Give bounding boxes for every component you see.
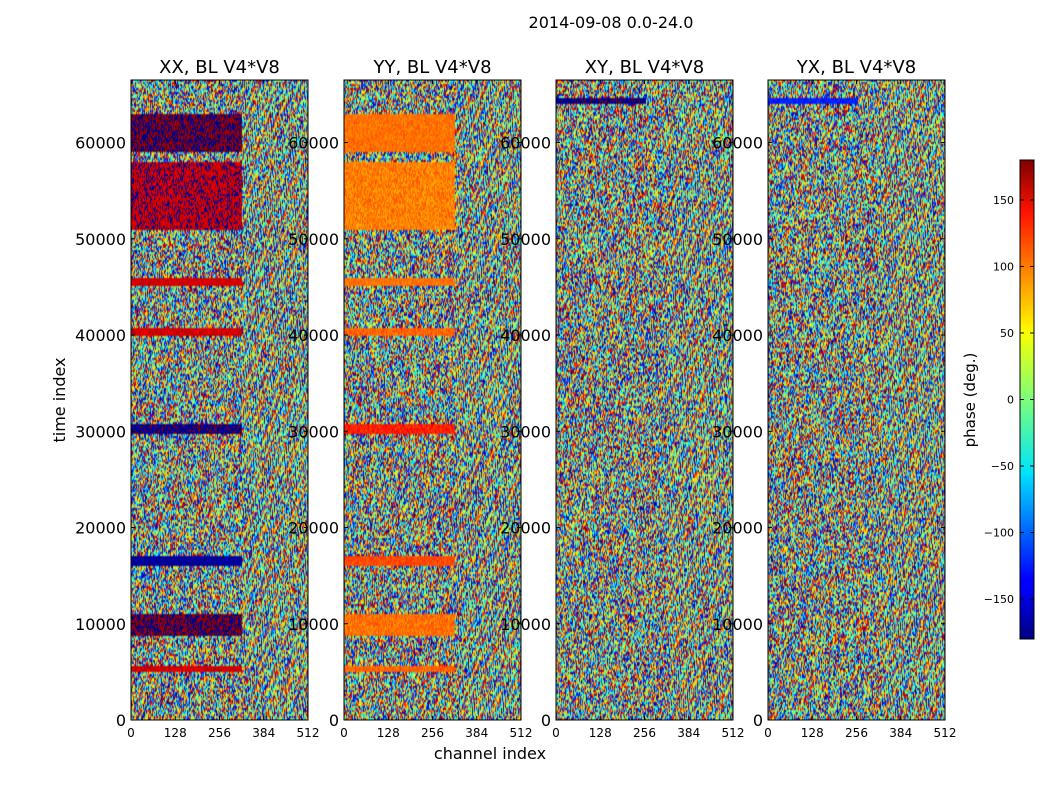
x-tick-label: 128 [589,726,612,740]
x-tick-label: 256 [208,726,231,740]
x-tick-label: 128 [801,726,824,740]
x-tick-label: 512 [510,726,533,740]
panel-2: YY, BL V4*V8 0 128 256 384 512 0 10000 20000 3000… [288,57,532,740]
x-tick-label: 384 [252,726,275,740]
panel-heatmap [344,80,521,720]
y-tick-label: 60000 [500,134,551,153]
colorbar-tick-label: 150 [993,194,1014,207]
colorbar-tick-label: 100 [993,260,1014,273]
y-tick-label: 20000 [500,519,551,538]
panel-heatmap [556,80,733,720]
colorbar: −150 −100 −50 0 50 100 150 phase (deg.) [961,159,1035,640]
y-tick-label: 30000 [288,422,339,441]
x-tick-label: 0 [764,726,772,740]
colorbar-tick-label: −50 [991,460,1014,473]
y-tick-label: 30000 [712,422,763,441]
y-tick-label: 60000 [75,134,126,153]
y-tick-label: 10000 [75,615,126,634]
y-tick-label: 10000 [500,615,551,634]
y-tick-label: 40000 [500,326,551,345]
y-tick-label: 50000 [712,230,763,249]
y-tick-label: 0 [541,711,551,730]
y-tick-label: 40000 [712,326,763,345]
y-tick-label: 50000 [500,230,551,249]
colorbar-tick-label: 0 [1007,394,1014,407]
x-axis-label: channel index [434,744,546,763]
panel-3: XY, BL V4*V8 0 128 256 384 512 0 10000 20000 3000… [500,57,744,740]
x-tick-label: 0 [552,726,560,740]
y-axis-label: time index [50,357,69,442]
x-tick-label: 384 [677,726,700,740]
y-tick-label: 20000 [712,519,763,538]
y-tick-label: 20000 [75,519,126,538]
y-tick-label: 30000 [500,422,551,441]
y-tick-label: 30000 [75,422,126,441]
y-tick-label: 0 [753,711,763,730]
x-tick-label: 0 [127,726,135,740]
y-tick-label: 50000 [288,230,339,249]
colorbar-ticks: −150 −100 −50 0 50 100 150 [984,194,1034,606]
y-tick-label: 10000 [712,615,763,634]
x-tick-label: 512 [934,726,957,740]
x-tick-label: 512 [297,726,320,740]
y-tick-label: 20000 [288,519,339,538]
panel-title: YX, BL V4*V8 [796,57,916,78]
panel-title: XY, BL V4*V8 [585,57,704,78]
panel-4: YX, BL V4*V8 0 128 256 384 512 0 10000 20000 3000… [712,57,956,740]
y-tick-label: 60000 [288,134,339,153]
colorbar-tick-label: −150 [984,593,1014,606]
y-tick-label: 40000 [75,326,126,345]
y-tick-label: 10000 [288,615,339,634]
colorbar-tick-label: 50 [1000,327,1014,340]
x-tick-label: 256 [633,726,656,740]
y-tick-label: 60000 [712,134,763,153]
x-tick-label: 128 [377,726,400,740]
x-tick-label: 0 [340,726,348,740]
y-tick-label: 40000 [288,326,339,345]
panel-heatmap [768,80,945,720]
x-tick-label: 384 [889,726,912,740]
figure-suptitle: 2014-09-08 0.0-24.0 [529,13,694,32]
colorbar-label: phase (deg.) [961,353,979,448]
panel-title: YY, BL V4*V8 [372,57,491,78]
y-tick-label: 50000 [75,230,126,249]
y-tick-label: 0 [329,711,339,730]
panels-group: XX, BL V4*V8 0 128 256 384 512 0 10000 20000 3000… [75,57,956,740]
colorbar-tick-label: −100 [984,527,1014,540]
panel-1: XX, BL V4*V8 0 128 256 384 512 0 10000 20000 3000… [75,57,319,740]
x-tick-label: 256 [845,726,868,740]
panel-heatmap [131,80,308,720]
panel-title: XX, BL V4*V8 [159,57,280,78]
y-tick-label: 0 [116,711,126,730]
x-tick-label: 384 [465,726,488,740]
x-tick-label: 512 [722,726,745,740]
x-tick-label: 128 [164,726,187,740]
x-tick-label: 256 [421,726,444,740]
